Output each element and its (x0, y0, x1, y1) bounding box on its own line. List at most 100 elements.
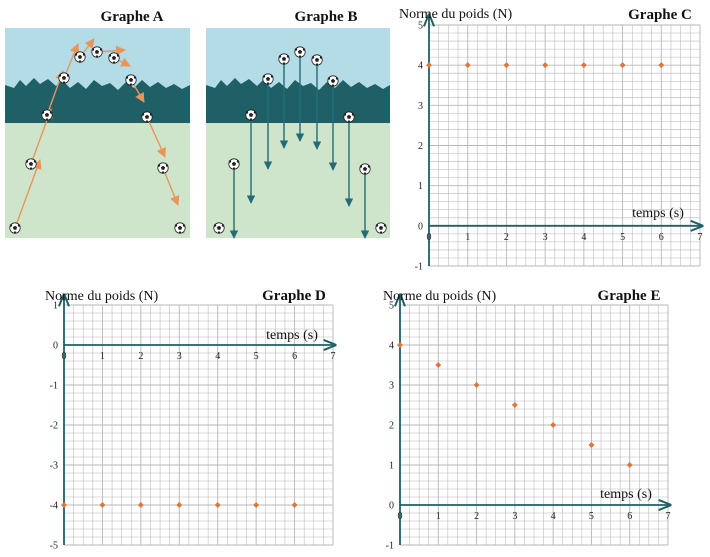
x-tick-label: 4 (581, 232, 586, 243)
y-tick-label: 0 (53, 341, 58, 352)
y-axis-label: Norme du poids (N) (45, 289, 158, 304)
data-point (61, 502, 67, 508)
data-point (397, 342, 403, 348)
y-tick-label: -3 (50, 461, 58, 472)
soccer-ball-icon (141, 111, 153, 123)
soccer-ball-icon (41, 109, 53, 121)
data-point (291, 502, 298, 508)
data-point (214, 502, 221, 508)
y-tick-label: -4 (50, 501, 58, 512)
y-tick-label: 4 (389, 341, 394, 352)
x-tick-label: 6 (292, 351, 297, 362)
soccer-ball-icon (228, 158, 240, 170)
data-point (626, 462, 633, 468)
data-point (176, 502, 183, 508)
soccer-ball-icon (174, 222, 186, 234)
soccer-ball-icon (359, 163, 371, 175)
panel-a: Graphe A (5, 9, 190, 238)
x-tick-label: 0 (62, 351, 67, 362)
chart-title: Graphe C (628, 7, 692, 23)
velocity-arrow (63, 43, 80, 79)
x-tick-label: 6 (659, 232, 664, 243)
soccer-ball-icon (74, 51, 86, 63)
data-point (550, 422, 557, 428)
x-tick-label: 0 (398, 511, 403, 522)
x-tick-label: 5 (620, 232, 625, 243)
y-axis-label: Norme du poids (N) (383, 289, 496, 304)
y-tick-label: 1 (53, 301, 58, 312)
x-tick-label: 2 (474, 511, 479, 522)
x-axis-label: temps (s) (600, 487, 652, 502)
y-tick-label: 1 (389, 461, 394, 472)
panel-b: Graphe B (206, 9, 390, 239)
panel-b-title: Graphe B (295, 9, 358, 25)
soccer-ball-icon (375, 222, 387, 234)
soccer-ball-icon (125, 74, 137, 86)
x-tick-label: 3 (543, 232, 548, 243)
y-tick-label: -2 (50, 421, 58, 432)
x-tick-label: 7 (666, 511, 671, 522)
data-point (473, 382, 480, 388)
data-point (580, 62, 587, 69)
panel-a-title: Graphe A (101, 9, 164, 25)
x-tick-label: 1 (465, 232, 470, 243)
y-tick-label: 3 (418, 101, 423, 112)
y-tick-label: 0 (418, 221, 423, 232)
velocity-arrow (162, 167, 180, 206)
soccer-ball-icon (91, 46, 103, 58)
grid (400, 304, 669, 546)
y-axis-label: Norme du poids (N) (399, 7, 512, 22)
trajectory-b (213, 46, 387, 239)
data-point (503, 62, 510, 69)
y-tick-label: 5 (418, 21, 423, 32)
velocity-arrow (146, 116, 166, 158)
x-tick-label: 5 (254, 351, 259, 362)
velocity-arrow (14, 159, 42, 229)
chart-title: Graphe E (598, 288, 661, 304)
x-tick-label: 7 (331, 351, 336, 362)
x-tick-label: 3 (177, 351, 182, 362)
y-tick-label: 0 (389, 501, 394, 512)
y-tick-label: -5 (50, 541, 58, 552)
x-tick-label: 7 (698, 232, 703, 243)
data-point (542, 62, 549, 69)
soccer-ball-icon (311, 54, 323, 66)
y-tick-label: -1 (415, 262, 423, 273)
data-point (99, 502, 106, 508)
soccer-ball-icon (245, 109, 257, 121)
data-point (426, 62, 432, 69)
data-point (253, 502, 260, 508)
y-tick-label: 1 (418, 181, 423, 192)
x-tick-label: 2 (504, 232, 509, 243)
x-axis-label: temps (s) (266, 328, 318, 343)
data-point (619, 62, 626, 69)
soccer-ball-icon (58, 72, 70, 84)
y-tick-label: 4 (418, 61, 423, 72)
y-tick-label: 3 (389, 381, 394, 392)
chart-title: Graphe D (262, 288, 326, 304)
x-tick-label: 6 (627, 511, 632, 522)
data-point (658, 62, 665, 69)
x-tick-label: 3 (512, 511, 517, 522)
data-point (511, 402, 518, 408)
x-tick-label: 0 (427, 232, 432, 243)
y-tick-label: 2 (418, 141, 423, 152)
soccer-ball-icon (278, 53, 290, 65)
x-tick-label: 5 (589, 511, 594, 522)
chart-c: -1 0 1 2 3 4 5 0 1 2 3 4 5 6 7 Norme du poids (N) temps … (399, 7, 703, 273)
soccer-ball-icon (157, 162, 169, 174)
data-point (464, 62, 471, 69)
soccer-ball-icon (9, 222, 21, 234)
soccer-ball-icon (294, 46, 306, 58)
chart-e: -1 0 1 2 3 4 5 0 1 2 3 4 5 6 7 Norme du poids (N) temps … (383, 288, 671, 552)
x-axis-label: temps (s) (632, 206, 684, 221)
soccer-ball-icon (25, 158, 37, 170)
y-tick-label: -1 (386, 541, 394, 552)
data-point (435, 362, 442, 368)
soccer-ball-icon (262, 73, 274, 85)
data-point (137, 502, 144, 508)
x-tick-label: 4 (215, 351, 220, 362)
soccer-ball-icon (213, 222, 225, 234)
y-tick-label: -1 (50, 381, 58, 392)
